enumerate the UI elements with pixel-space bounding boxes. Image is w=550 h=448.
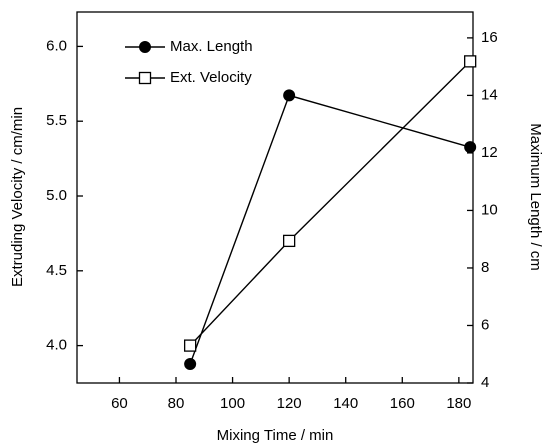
y-tick-label: 5.5: [46, 112, 67, 129]
plot-frame: [76, 11, 474, 384]
x-tick-label: 120: [277, 395, 302, 412]
x-tick-label: 140: [333, 395, 358, 412]
marker: [283, 89, 296, 102]
y2-axis-title: Maximum Length / cm: [527, 123, 544, 271]
y2-tick-label: 10: [481, 201, 498, 218]
series-line: [189, 94, 471, 365]
y2-tick-label: 12: [481, 144, 498, 161]
y-tick-label: 5.0: [46, 187, 67, 204]
y2-tick-label: 6: [481, 316, 489, 333]
series-line: [189, 60, 471, 347]
legend-marker: [138, 71, 152, 85]
x-tick-label: 100: [220, 395, 245, 412]
legend-label: Max. Length: [170, 38, 253, 55]
x-tick-label: 60: [111, 395, 128, 412]
marker: [183, 339, 197, 352]
legend-marker: [139, 41, 151, 53]
y2-tick-label: 14: [481, 86, 498, 103]
marker: [464, 55, 477, 68]
y-tick-label: 6.0: [46, 37, 67, 54]
y-tick-label: 4.0: [46, 337, 67, 354]
x-tick-label: 180: [446, 395, 471, 412]
x-tick-label: 160: [390, 395, 415, 412]
legend-label: Ext. Velocity: [170, 69, 252, 86]
marker: [184, 358, 197, 371]
marker: [282, 234, 296, 248]
y2-tick-label: 4: [481, 374, 489, 391]
y2-tick-label: 16: [481, 29, 498, 46]
marker: [464, 141, 477, 154]
x-tick-label: 80: [168, 395, 185, 412]
y-tick-label: 4.5: [46, 262, 67, 279]
y-axis-title: Extruding Velocity / cm/min: [9, 107, 26, 287]
y2-tick-label: 8: [481, 259, 489, 276]
x-axis-title: Mixing Time / min: [217, 427, 334, 444]
